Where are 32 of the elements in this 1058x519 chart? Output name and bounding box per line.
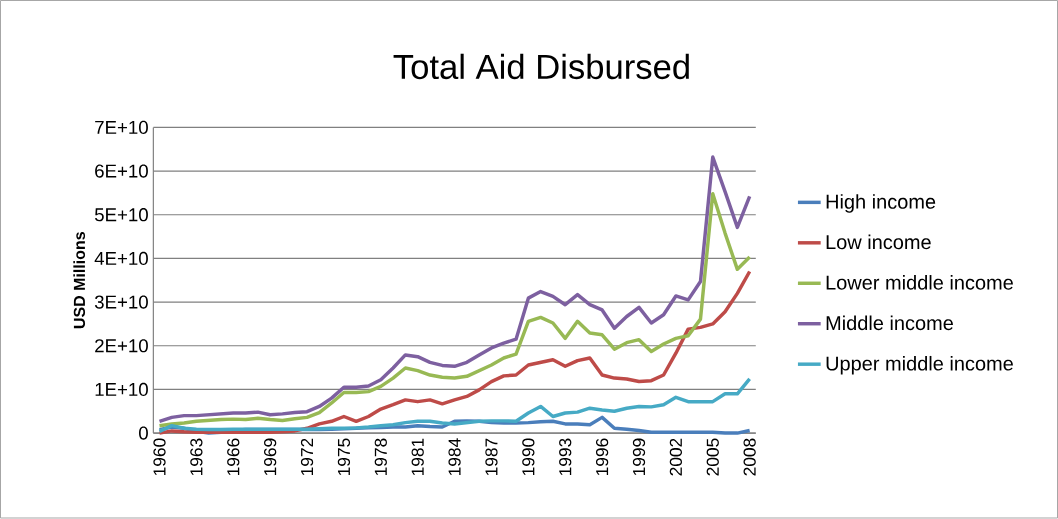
x-tick-label: 2008 [743,438,756,476]
y-tick-label: 0 [139,426,148,440]
x-tick-label: 1993 [559,438,572,476]
y-tick-label: 2E+10 [95,339,148,353]
y-axis-title: USD Millions [73,232,86,329]
x-tick-label: 1960 [153,438,166,476]
y-tick-label: 7E+10 [95,121,148,135]
x-tick-label: 2002 [669,438,683,476]
x-tick-label: 1999 [632,438,646,476]
y-tick-label: 3E+10 [94,295,148,309]
x-tick-label: 1978 [374,438,387,476]
x-tick-label: 1963 [190,438,203,476]
y-tick-label: 1E+10 [95,383,148,397]
legend-label: Low income [826,234,931,250]
legend-label: Lower middle income [826,275,1013,290]
x-tick-label: 1990 [522,438,535,476]
y-tick-label: 4E+10 [94,252,148,266]
x-tick-label: 1975 [337,438,351,476]
legend-label: Middle income [826,315,953,331]
x-tick-label: 2005 [706,438,719,476]
x-tick-label: 1969 [264,438,277,476]
x-tick-label: 1984 [448,438,461,476]
legend-label: Upper middle income [826,356,1013,375]
x-tick-label: 1966 [227,438,240,476]
x-tick-label: 1996 [595,438,609,476]
x-tick-label: 1987 [485,438,498,476]
x-tick-label: 1972 [300,438,314,476]
y-tick-label: 5E+10 [94,208,148,222]
chart-title: Total Aid Disbursed [393,53,689,80]
x-tick-label: 1981 [411,438,424,476]
legend-label: High income [826,194,936,213]
y-tick-label: 6E+10 [95,164,148,178]
